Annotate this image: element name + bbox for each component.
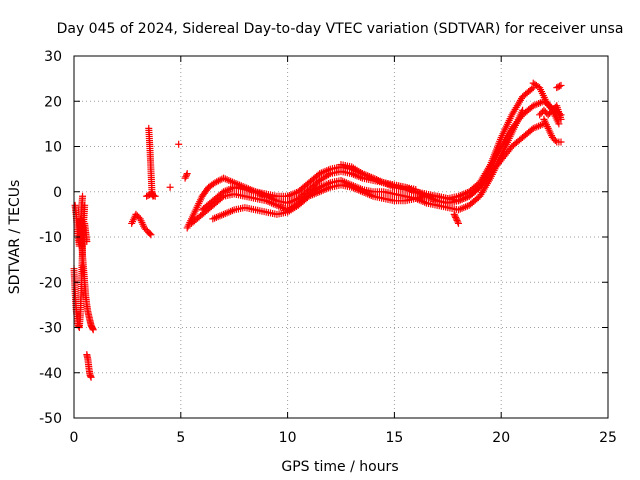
y-tick-label: 20 bbox=[44, 94, 62, 110]
data-segment bbox=[536, 102, 565, 123]
data-point bbox=[557, 115, 565, 123]
x-tick-label: 20 bbox=[492, 430, 510, 446]
data-point-interp bbox=[551, 136, 559, 144]
data-segment bbox=[529, 79, 563, 128]
x-tick-label: 25 bbox=[599, 430, 617, 446]
data-point-interp bbox=[451, 212, 459, 220]
data-point bbox=[83, 238, 91, 246]
data-point bbox=[183, 170, 191, 178]
data-segment bbox=[166, 183, 174, 191]
data-segment bbox=[175, 140, 183, 148]
data-point bbox=[412, 185, 420, 193]
y-tick-label: -30 bbox=[39, 321, 62, 337]
data-point bbox=[175, 140, 183, 148]
y-tick-label: 10 bbox=[44, 140, 62, 156]
data-segment bbox=[553, 81, 565, 92]
y-tick-label: -10 bbox=[39, 230, 62, 246]
y-tick-label: 30 bbox=[44, 49, 62, 65]
data-segment bbox=[81, 219, 91, 246]
data-point-interp bbox=[182, 171, 190, 179]
data-point-interp bbox=[454, 218, 462, 226]
data-series bbox=[70, 79, 565, 381]
data-point-interp bbox=[528, 85, 536, 93]
data-point bbox=[151, 192, 159, 200]
data-point-interp bbox=[182, 173, 190, 181]
y-tick-label: 0 bbox=[53, 185, 62, 201]
data-point bbox=[557, 81, 565, 89]
data-point bbox=[557, 138, 565, 146]
axis-ticks bbox=[73, 55, 609, 419]
y-tick-labels: -50 -40 -30 -20 -10 0 10 20 30 bbox=[39, 49, 62, 427]
data-segment bbox=[145, 124, 157, 200]
data-segment bbox=[83, 351, 95, 381]
x-tick-label: 5 bbox=[176, 430, 185, 446]
data-points bbox=[70, 79, 565, 381]
y-axis-label: SDTVAR / TECUs bbox=[7, 180, 23, 295]
data-point bbox=[454, 219, 462, 227]
data-point bbox=[147, 231, 155, 239]
data-point-interp bbox=[146, 230, 154, 238]
data-segment bbox=[209, 120, 548, 223]
data-point bbox=[519, 106, 527, 114]
data-point bbox=[166, 183, 174, 191]
y-tick-label: -40 bbox=[39, 366, 62, 382]
data-segment bbox=[198, 84, 537, 214]
data-point bbox=[452, 215, 460, 223]
x-tick-label: 0 bbox=[70, 430, 79, 446]
data-point bbox=[87, 373, 95, 381]
grid-lines bbox=[74, 56, 608, 418]
data-point-interp bbox=[453, 216, 461, 224]
data-point bbox=[181, 174, 189, 182]
data-point bbox=[450, 210, 458, 218]
x-axis-label: GPS time / hours bbox=[281, 459, 398, 475]
data-segment bbox=[143, 190, 159, 200]
data-segment bbox=[181, 170, 191, 182]
data-segment bbox=[76, 215, 97, 334]
chart-title: Day 045 of 2024, Sidereal Day-to-day VTE… bbox=[57, 21, 624, 37]
x-tick-label: 10 bbox=[279, 430, 297, 446]
data-point-interp bbox=[452, 213, 460, 221]
x-tick-label: 15 bbox=[385, 430, 403, 446]
x-tick-labels: 0 5 10 15 20 25 bbox=[70, 430, 617, 446]
data-segment bbox=[540, 115, 565, 146]
data-point-interp bbox=[150, 192, 158, 200]
data-point bbox=[89, 326, 97, 334]
data-segment bbox=[128, 210, 155, 239]
data-segment bbox=[450, 210, 462, 227]
data-point bbox=[79, 192, 87, 200]
data-point-interp bbox=[556, 82, 564, 90]
data-point bbox=[555, 120, 563, 128]
y-tick-label: -50 bbox=[39, 411, 62, 427]
data-segment bbox=[337, 161, 420, 193]
y-tick-label: -20 bbox=[39, 275, 62, 291]
